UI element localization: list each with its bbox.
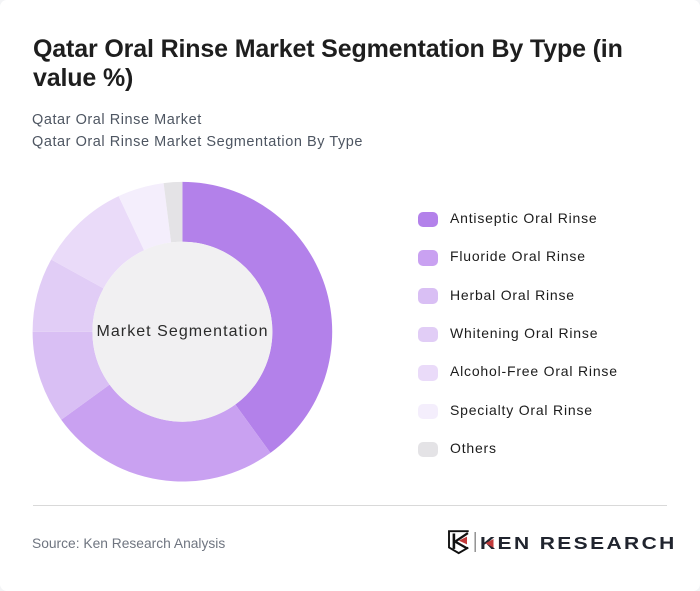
svg-text:KEN RESEARCH: KEN RESEARCH <box>480 535 677 554</box>
